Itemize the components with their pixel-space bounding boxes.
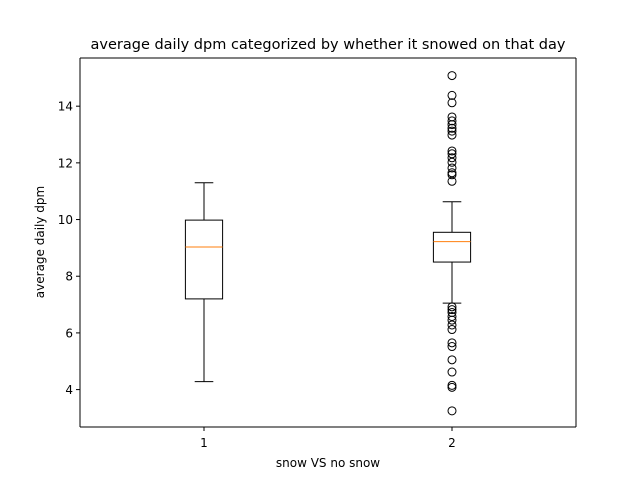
outlier-point: [447, 90, 457, 100]
outlier-point: [447, 406, 457, 416]
outlier-point: [447, 153, 457, 163]
box-group-2: [432, 71, 472, 416]
y-tick-label: 12: [58, 156, 73, 170]
outlier-point: [447, 71, 457, 81]
x-tick-label: 2: [448, 436, 456, 450]
outlier-point: [447, 126, 457, 136]
outlier-point: [447, 302, 457, 312]
y-tick-label: 4: [65, 383, 73, 397]
outlier-point: [447, 149, 457, 159]
y-tick-label: 14: [58, 100, 73, 114]
chart-title: average daily dpm categorized by whether…: [91, 37, 566, 53]
outlier-point: [447, 367, 457, 377]
box-group-1: [184, 182, 224, 383]
y-tick-label: 6: [65, 326, 73, 340]
x-axis-label: snow VS no snow: [276, 456, 380, 470]
outlier-point: [447, 123, 457, 133]
outlier-point: [447, 157, 457, 167]
outlier-point: [447, 130, 457, 140]
outlier-point: [447, 311, 457, 321]
outlier-point: [447, 315, 457, 325]
x-tick-label: 1: [200, 436, 208, 450]
outlier-point: [447, 146, 457, 156]
y-tick-label: 10: [58, 213, 73, 227]
outlier-point: [447, 320, 457, 330]
iqr-box: [184, 219, 224, 300]
plot-background: [80, 58, 576, 427]
y-axis-label: average daily dpm: [33, 186, 47, 298]
outlier-point: [447, 163, 457, 173]
outlier-point: [447, 355, 457, 365]
outlier-point: [447, 98, 457, 108]
plot-area: [80, 58, 576, 427]
y-tick-label: 8: [65, 270, 73, 284]
outlier-point: [447, 305, 457, 315]
outlier-point: [447, 176, 457, 186]
marks: [184, 71, 472, 416]
outlier-point: [447, 342, 457, 352]
outlier-point: [447, 325, 457, 335]
outlier-point: [447, 338, 457, 348]
iqr-box: [432, 231, 472, 263]
outlier-point: [447, 382, 457, 392]
outlier-point: [447, 116, 457, 126]
outlier-point: [447, 120, 457, 130]
outlier-point: [447, 170, 457, 180]
